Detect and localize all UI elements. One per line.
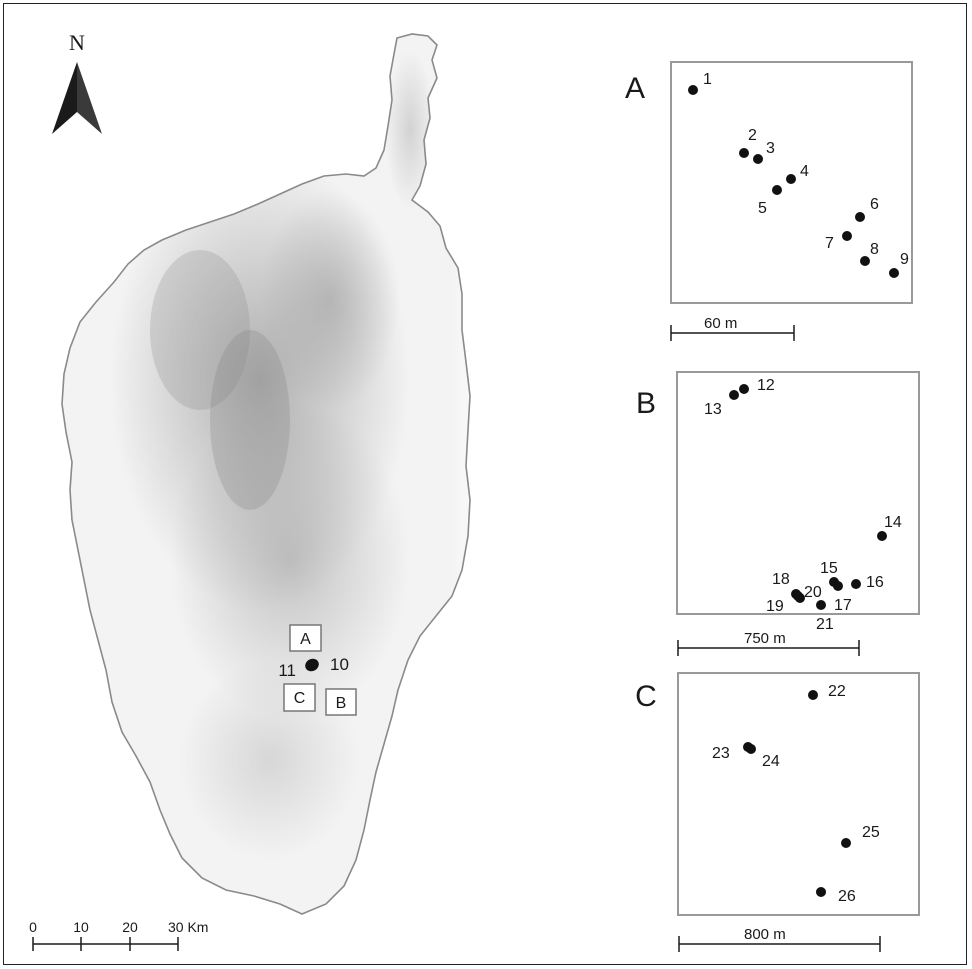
inset-c: C 22 23 24 25 26 800 m <box>635 672 920 952</box>
label-3: 3 <box>766 140 775 157</box>
box-c-marker <box>283 683 316 712</box>
label-2: 2 <box>748 127 757 144</box>
label-24: 24 <box>762 753 780 770</box>
inset-b-title: B <box>636 387 656 420</box>
label-18: 18 <box>772 571 790 588</box>
point-8 <box>860 256 870 266</box>
point-9 <box>889 268 899 278</box>
label-12: 12 <box>757 377 775 394</box>
box-b-label: B <box>336 695 347 712</box>
label-9: 9 <box>900 251 909 268</box>
point-1 <box>688 85 698 95</box>
point-7 <box>842 231 852 241</box>
island-map <box>61 33 471 915</box>
main-scale-bar: 0 10 20 30 Km <box>29 919 208 951</box>
inset-a-title: A <box>625 72 645 105</box>
label-8: 8 <box>870 241 879 258</box>
scale-tick-30km: 30 Km <box>168 919 208 935</box>
point-25 <box>841 838 851 848</box>
point-3 <box>753 154 763 164</box>
point-16 <box>851 579 861 589</box>
point-20 <box>793 591 803 601</box>
point-13 <box>729 390 739 400</box>
label-25: 25 <box>862 824 880 841</box>
inset-c-points: 22 23 24 25 26 <box>712 683 880 905</box>
label-5: 5 <box>758 200 767 217</box>
study-area-markers: A B C 11 10 <box>278 624 357 716</box>
point-12 <box>739 384 749 394</box>
point-17 <box>833 581 843 591</box>
inset-a-points: 1 2 3 4 5 6 7 8 9 <box>688 71 909 278</box>
scale-tick-20: 20 <box>122 919 138 935</box>
point-2 <box>739 148 749 158</box>
inset-b-frame <box>676 371 920 615</box>
inset-a-scale: 60 m <box>670 315 795 341</box>
inset-c-scale-label: 800 m <box>744 926 786 943</box>
label-4: 4 <box>800 163 809 180</box>
label-13: 13 <box>704 401 722 418</box>
label-16: 16 <box>866 574 884 591</box>
label-17: 17 <box>834 597 852 614</box>
north-arrow-left-icon <box>52 62 77 134</box>
inset-b-scale-label: 750 m <box>744 630 786 647</box>
scale-tick-0: 0 <box>29 919 37 935</box>
point-5 <box>772 185 782 195</box>
point-21 <box>816 600 826 610</box>
label-6: 6 <box>870 196 879 213</box>
inset-b-points: 12 13 14 15 16 17 18 19 20 21 <box>704 377 902 633</box>
box-b-marker <box>325 688 357 716</box>
box-c-label: C <box>294 690 306 707</box>
inset-a-scale-label: 60 m <box>704 315 737 332</box>
site-label-11: 11 <box>278 661 296 680</box>
point-26 <box>816 887 826 897</box>
label-20: 20 <box>804 584 822 601</box>
north-arrow: N <box>52 30 102 134</box>
inset-c-title: C <box>635 680 657 713</box>
point-24 <box>746 744 756 754</box>
label-7: 7 <box>825 235 834 252</box>
point-14 <box>877 531 887 541</box>
inset-b-scale: 750 m <box>677 630 860 656</box>
site-label-10: 10 <box>330 655 349 674</box>
point-22 <box>808 690 818 700</box>
label-22: 22 <box>828 683 846 700</box>
box-a-label: A <box>300 631 311 648</box>
label-26: 26 <box>838 888 856 905</box>
north-arrow-right-icon <box>77 62 102 134</box>
label-15: 15 <box>820 560 838 577</box>
label-21: 21 <box>816 616 834 633</box>
point-6 <box>855 212 865 222</box>
scale-tick-10: 10 <box>73 919 89 935</box>
label-23: 23 <box>712 745 730 762</box>
label-14: 14 <box>884 514 902 531</box>
label-19: 19 <box>766 598 784 615</box>
inset-a: A 1 2 3 4 5 6 7 8 9 60 m <box>625 61 913 341</box>
label-1: 1 <box>703 71 712 88</box>
site-cluster-marker <box>305 658 319 672</box>
inset-b: B 12 13 14 15 16 17 18 19 20 21 <box>636 371 920 656</box>
inset-c-frame <box>677 672 920 916</box>
north-label: N <box>69 30 85 55</box>
box-a-marker <box>289 624 322 652</box>
inset-c-scale: 800 m <box>678 926 881 952</box>
inset-a-frame <box>670 61 913 304</box>
point-4 <box>786 174 796 184</box>
